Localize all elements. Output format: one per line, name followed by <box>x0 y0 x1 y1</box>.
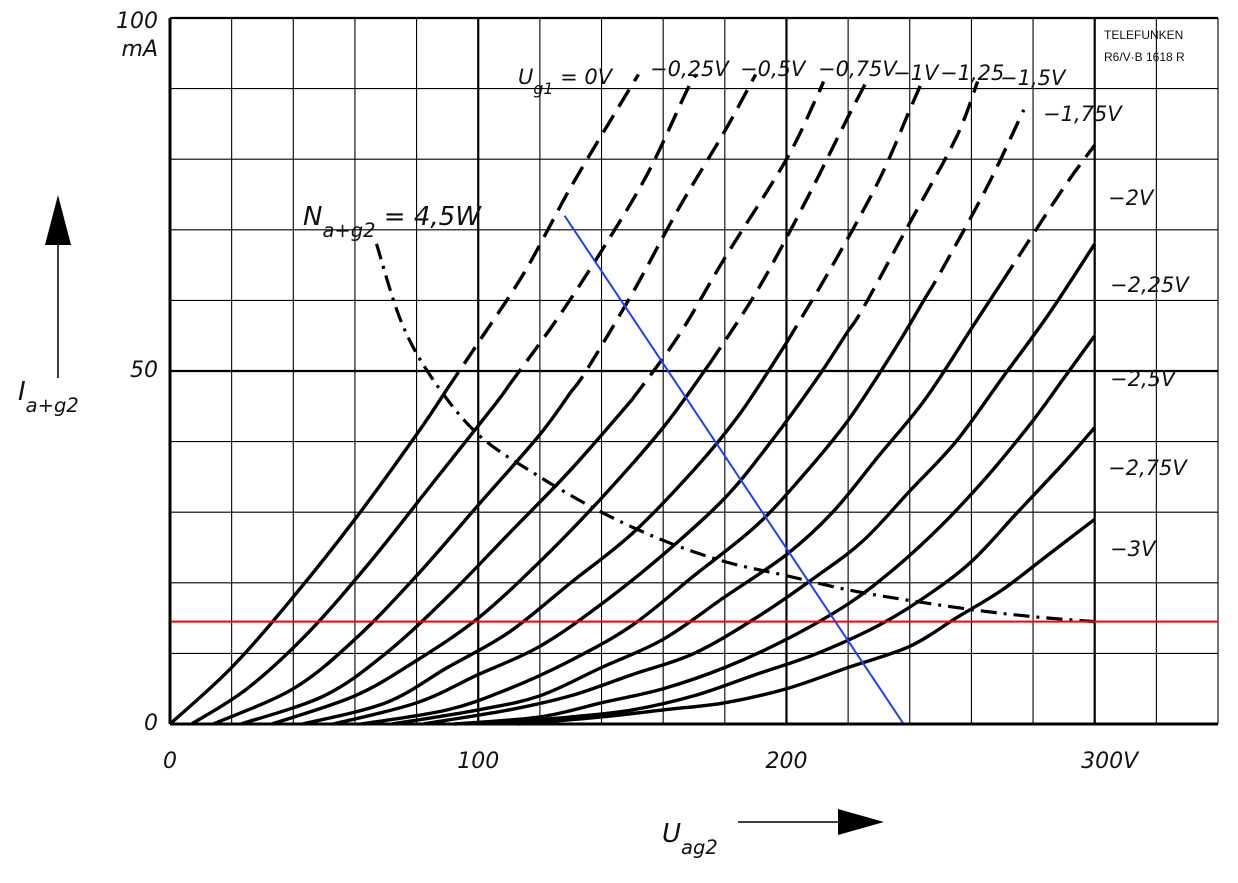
curve-dashed <box>707 80 869 365</box>
grid-voltage-curves <box>168 73 1097 726</box>
curve-solid <box>168 387 449 726</box>
curve-label: −1,75V <box>1043 102 1123 126</box>
axes <box>168 18 1218 726</box>
power-limit-curve <box>374 243 1095 624</box>
curve-label: −2,5V <box>1110 367 1177 391</box>
curve-solid <box>391 280 1004 726</box>
curve-dashed <box>1000 144 1097 283</box>
curve-solid <box>518 517 1096 726</box>
labels: 0 100 200 300V 0 50 100 mA TELEFUNKEN R6/V·B 1618… <box>18 9 1190 859</box>
curve-label: −1,25 <box>940 61 1004 85</box>
curve-solid <box>332 330 850 726</box>
curve-solid <box>240 398 634 726</box>
curve-solid <box>484 426 1096 726</box>
curve-label: −0,25V <box>650 57 730 81</box>
curve-solid <box>190 384 511 726</box>
curve-dashed <box>923 109 1026 299</box>
curve-solid <box>302 341 788 726</box>
y-tick-label: 0 <box>144 711 158 736</box>
curve-solid <box>360 297 927 726</box>
x-arrow-head <box>838 809 884 835</box>
curve-dashed <box>507 73 699 387</box>
power-limit-path <box>374 243 1095 624</box>
curve-dashed <box>846 80 980 332</box>
curve-dashed <box>785 80 924 344</box>
curve-solid <box>271 362 711 726</box>
curve-dashed <box>569 73 758 394</box>
curve-solid <box>422 242 1097 726</box>
curve-label: −2,25V <box>1110 273 1190 297</box>
curve-label: −0,75V <box>818 57 898 81</box>
x-tick-label: 200 <box>765 749 807 774</box>
y-axis-label: Ia+g2 <box>18 377 79 417</box>
drawing-number-label: R6/V·B 1618 R <box>1104 50 1185 64</box>
curve-label: −1,5V <box>1000 66 1067 90</box>
x-tick-label: 100 <box>457 749 499 774</box>
y-tick-label: 100 <box>116 9 158 34</box>
curve-label: −3V <box>1110 537 1157 561</box>
y-arrow-head <box>45 195 71 245</box>
curve-label: Ug1 = 0V <box>518 65 614 98</box>
curve-dashed <box>445 73 640 390</box>
x-tick-label: 300V <box>1081 749 1140 774</box>
curve-label: −1V <box>893 61 940 85</box>
curve-label: −2,75V <box>1108 456 1188 480</box>
curve-label: −0,5V <box>740 57 807 81</box>
overlay-lines <box>170 215 1218 725</box>
grid-lines <box>168 16 1219 726</box>
y-tick-label: 50 <box>130 358 158 383</box>
curve-solid <box>453 334 1097 726</box>
x-axis-label: Uag2 <box>662 819 718 859</box>
y-unit-label: mA <box>122 37 158 62</box>
power-limit-label: Na+g2 = 4,5W <box>303 202 482 242</box>
load-line <box>563 215 905 725</box>
curve-solid <box>212 391 573 726</box>
manufacturer-label: TELEFUNKEN <box>1104 28 1183 42</box>
curve-label: −2V <box>1108 186 1155 210</box>
curve-dashed <box>631 80 826 401</box>
x-tick-label: 0 <box>163 749 177 774</box>
